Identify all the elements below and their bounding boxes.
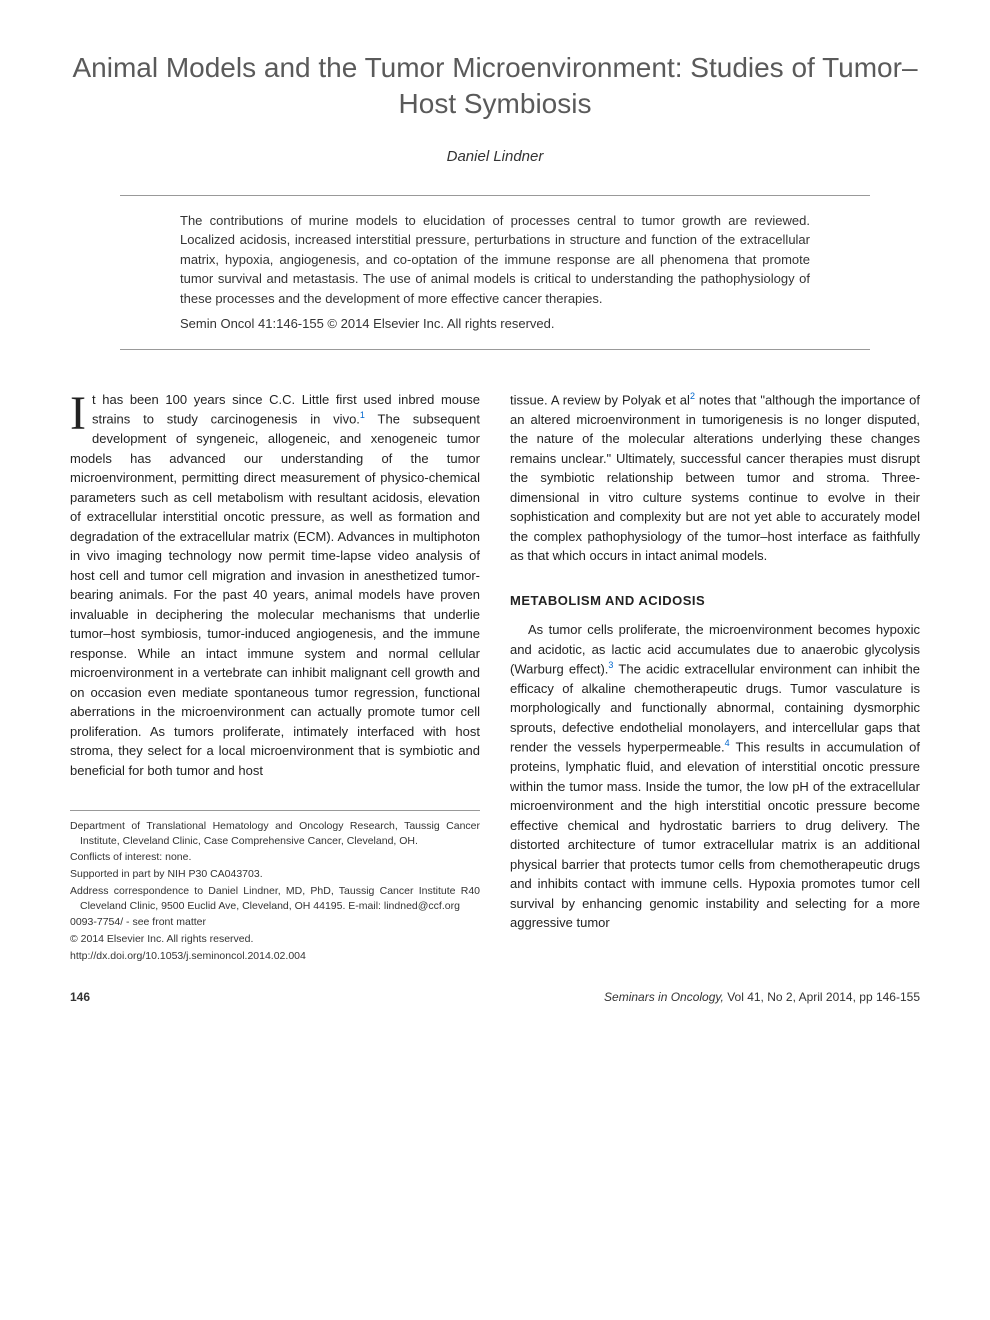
page-footer: 146 Seminars in Oncology, Vol 41, No 2, … [70, 990, 920, 1004]
footnote-issn: 0093-7754/ - see front matter [70, 915, 480, 930]
intro-rest: The subsequent development of syngeneic,… [70, 412, 480, 778]
journal-citation: Seminars in Oncology, Vol 41, No 2, Apri… [604, 990, 920, 1004]
footnote-affiliation: Department of Translational Hematology a… [70, 819, 480, 848]
footnote-conflicts: Conflicts of interest: none. [70, 850, 480, 865]
footnote-doi[interactable]: http://dx.doi.org/10.1053/j.seminoncol.2… [70, 949, 480, 964]
section1-p1c: This results in accumulation of proteins… [510, 740, 920, 931]
dropcap: I [70, 390, 92, 435]
body-columns: It has been 100 years since C.C. Little … [70, 390, 920, 966]
author-name: Daniel Lindner [70, 148, 920, 165]
right-column: tissue. A review by Polyak et al2 notes … [510, 390, 920, 966]
section1-paragraph: As tumor cells proliferate, the microenv… [510, 620, 920, 933]
section-heading-metabolism: METABOLISM AND ACIDOSIS [510, 591, 920, 611]
footnote-correspondence: Address correspondence to Daniel Lindner… [70, 884, 480, 913]
article-title: Animal Models and the Tumor Microenviron… [70, 50, 920, 123]
abstract-container: The contributions of murine models to el… [120, 195, 870, 350]
footnote-copyright: © 2014 Elsevier Inc. All rights reserved… [70, 932, 480, 947]
footnote-support: Supported in part by NIH P30 CA043703. [70, 867, 480, 882]
journal-name: Seminars in Oncology, [604, 990, 727, 1004]
col2-top-b: notes that "although the importance of a… [510, 392, 920, 563]
abstract-text: The contributions of murine models to el… [180, 211, 810, 309]
page-number: 146 [70, 990, 90, 1004]
journal-issue: Vol 41, No 2, April 2014, pp 146-155 [727, 990, 920, 1004]
col2-top-paragraph: tissue. A review by Polyak et al2 notes … [510, 390, 920, 566]
col2-top-a: tissue. A review by Polyak et al [510, 392, 690, 407]
intro-paragraph: It has been 100 years since C.C. Little … [70, 390, 480, 780]
abstract-citation: Semin Oncol 41:146-155 © 2014 Elsevier I… [180, 314, 810, 334]
footnotes-block: Department of Translational Hematology a… [70, 810, 480, 963]
left-column: It has been 100 years since C.C. Little … [70, 390, 480, 966]
